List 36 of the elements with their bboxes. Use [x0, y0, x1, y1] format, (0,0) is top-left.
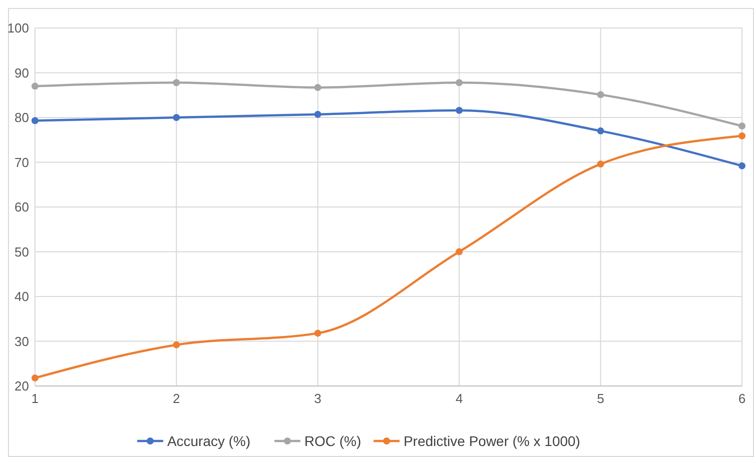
- point: [456, 248, 463, 256]
- x-tick-label: 5: [596, 391, 604, 406]
- point: [314, 330, 322, 337]
- point: [172, 341, 180, 348]
- legend-label: Accuracy (%): [167, 432, 250, 449]
- y-tick-label: 90: [14, 65, 29, 80]
- point: [32, 117, 38, 124]
- x-tick-label: 2: [172, 391, 180, 406]
- y-tick-label: 30: [14, 334, 29, 349]
- y-tick-label: 70: [14, 154, 29, 170]
- y-tick-label: 60: [14, 200, 29, 215]
- point: [314, 84, 322, 92]
- x-tick-label: 6: [738, 391, 746, 406]
- point: [172, 79, 180, 86]
- point: [738, 162, 746, 170]
- legend-label: Predictive Power (% x 1000): [404, 432, 580, 449]
- point: [456, 79, 463, 86]
- x-tick-label: 4: [456, 391, 463, 406]
- point: [738, 132, 746, 140]
- point: [172, 114, 180, 121]
- point: [456, 106, 463, 114]
- point: [32, 374, 38, 382]
- x-tick-label: 3: [314, 391, 322, 406]
- x-tick-label: 1: [31, 391, 39, 406]
- y-tick-label: 50: [14, 244, 29, 260]
- point: [314, 110, 322, 118]
- point: [597, 127, 604, 134]
- y-tick-label: 100: [7, 20, 29, 36]
- point: [32, 82, 38, 90]
- y-tick-label: 80: [14, 110, 29, 126]
- point: [738, 122, 746, 130]
- y-tick-label: 20: [14, 378, 29, 394]
- point: [597, 160, 604, 168]
- point: [597, 91, 604, 98]
- legend-label: ROC (%): [304, 432, 362, 449]
- y-tick-label: 40: [14, 289, 29, 304]
